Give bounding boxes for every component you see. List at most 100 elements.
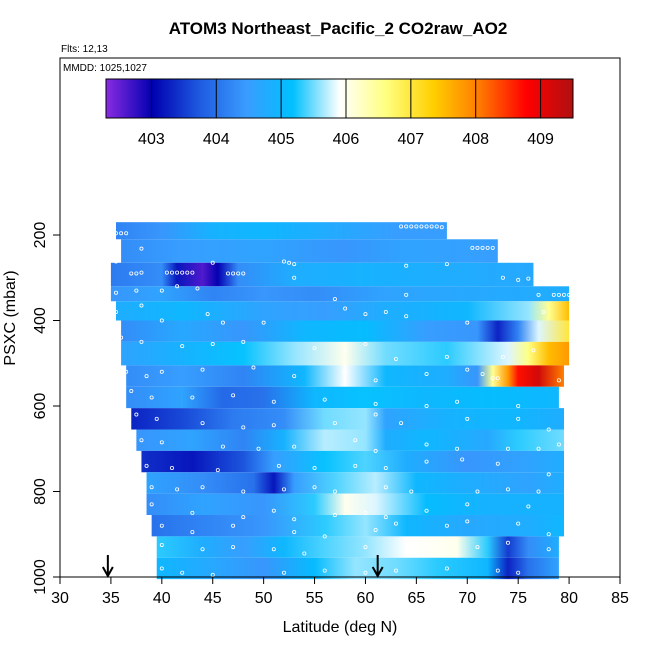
sample-point bbox=[424, 371, 429, 376]
y-axis: 200 400 600 800 1000 bbox=[32, 222, 61, 595]
sample-point bbox=[281, 487, 286, 492]
heatmap-band bbox=[110, 286, 570, 302]
y-tick-label: 600 bbox=[32, 393, 49, 420]
sample-point bbox=[114, 231, 119, 236]
heatmap-band bbox=[131, 408, 565, 430]
sample-point bbox=[124, 231, 129, 236]
heatmap-band bbox=[156, 557, 559, 580]
heatmap-band bbox=[126, 365, 564, 387]
sample-point bbox=[287, 260, 292, 265]
sample-point bbox=[241, 489, 246, 494]
sample-point bbox=[139, 270, 144, 275]
sample-point bbox=[241, 339, 246, 344]
sample-point bbox=[149, 502, 154, 507]
colorbar-gradient bbox=[105, 78, 574, 119]
sample-point bbox=[546, 427, 551, 432]
sample-point bbox=[505, 487, 510, 492]
heatmap-band bbox=[136, 429, 564, 451]
sample-point bbox=[332, 297, 337, 302]
sample-point bbox=[134, 288, 139, 293]
heatmap-band bbox=[146, 493, 564, 516]
sample-point bbox=[373, 401, 378, 406]
x-tick-label: 65 bbox=[407, 590, 425, 607]
sample-point bbox=[159, 288, 164, 293]
sample-point bbox=[129, 389, 134, 394]
heatmap-band bbox=[151, 515, 565, 537]
heatmap-band bbox=[146, 472, 564, 494]
sample-point bbox=[210, 342, 215, 347]
sample-point bbox=[500, 275, 505, 280]
sample-point bbox=[322, 534, 327, 539]
sample-point bbox=[159, 369, 164, 374]
heatmap-bands bbox=[110, 222, 570, 580]
sample-point bbox=[562, 292, 567, 297]
sample-point bbox=[322, 568, 327, 573]
sample-point bbox=[424, 442, 429, 447]
sample-point bbox=[363, 342, 368, 347]
sample-point bbox=[409, 224, 414, 229]
sample-point bbox=[383, 515, 388, 520]
sample-point bbox=[139, 339, 144, 344]
sample-point bbox=[332, 421, 337, 426]
sample-point bbox=[516, 521, 521, 526]
sample-point bbox=[480, 245, 485, 250]
x-tick-label: 50 bbox=[255, 590, 273, 607]
sample-point bbox=[195, 286, 200, 291]
sample-point bbox=[241, 271, 246, 276]
sample-point bbox=[495, 568, 500, 573]
sample-point bbox=[281, 570, 286, 575]
sample-point bbox=[485, 245, 490, 250]
sample-point bbox=[490, 376, 495, 381]
y-axis-label: PSXC (mbar) bbox=[2, 270, 19, 365]
sample-point bbox=[444, 354, 449, 359]
profile-marker-arrow bbox=[101, 555, 114, 579]
x-tick-label: 70 bbox=[458, 590, 476, 607]
sample-point bbox=[200, 421, 205, 426]
sample-point bbox=[434, 224, 439, 229]
sample-point bbox=[169, 270, 174, 275]
sample-point bbox=[225, 271, 230, 276]
sample-point bbox=[292, 275, 297, 280]
sample-point bbox=[159, 542, 164, 547]
sample-point bbox=[322, 397, 327, 402]
sample-point bbox=[190, 395, 195, 400]
sample-point bbox=[424, 542, 429, 547]
sample-point bbox=[231, 271, 236, 276]
sample-point bbox=[353, 438, 358, 443]
colorbar-tick-label: 407 bbox=[397, 131, 424, 148]
sample-point bbox=[556, 292, 561, 297]
sample-point bbox=[343, 306, 348, 311]
sample-point bbox=[556, 442, 561, 447]
sample-point bbox=[241, 515, 246, 520]
sample-point bbox=[404, 263, 409, 268]
y-tick-label: 1000 bbox=[32, 559, 49, 595]
sample-point bbox=[551, 292, 556, 297]
sample-point bbox=[114, 259, 119, 264]
sample-point bbox=[475, 489, 480, 494]
sample-point bbox=[231, 545, 236, 550]
sample-point bbox=[292, 517, 297, 522]
sample-point bbox=[292, 530, 297, 535]
sample-point bbox=[139, 438, 144, 443]
sample-point bbox=[276, 463, 281, 468]
sample-point bbox=[383, 309, 388, 314]
sample-point bbox=[455, 399, 460, 404]
x-tick-label: 35 bbox=[102, 590, 120, 607]
sample-point bbox=[251, 365, 256, 370]
sample-point bbox=[159, 566, 164, 571]
sample-point bbox=[495, 461, 500, 466]
sample-point bbox=[444, 523, 449, 528]
x-tick-label: 80 bbox=[560, 590, 578, 607]
colorbar: 403 404 405 406 407 408 409 bbox=[105, 78, 574, 148]
sample-point bbox=[526, 276, 531, 281]
sample-point bbox=[271, 547, 276, 552]
sample-point bbox=[470, 245, 475, 250]
sample-point bbox=[343, 348, 348, 353]
sample-point bbox=[169, 465, 174, 470]
sample-points bbox=[114, 224, 572, 577]
sample-point bbox=[465, 320, 470, 325]
sample-point bbox=[541, 309, 546, 314]
sample-point bbox=[424, 403, 429, 408]
x-tick-label: 60 bbox=[357, 590, 375, 607]
